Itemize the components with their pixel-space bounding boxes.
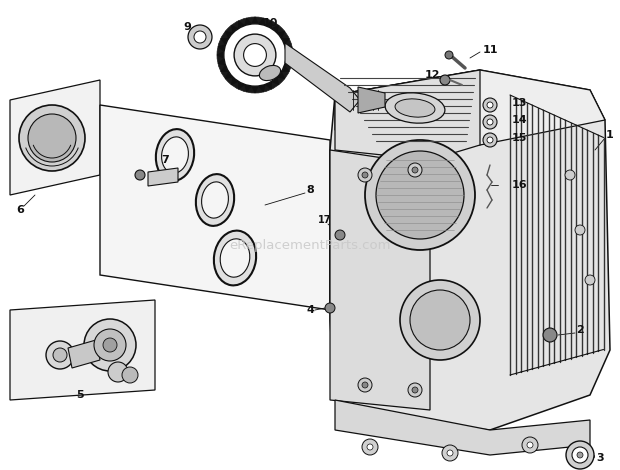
Polygon shape (285, 43, 360, 112)
Circle shape (400, 280, 480, 360)
Text: eReplacementParts.com: eReplacementParts.com (229, 238, 391, 251)
Circle shape (358, 378, 372, 392)
Circle shape (217, 17, 293, 93)
Ellipse shape (162, 137, 188, 173)
Text: 14: 14 (512, 115, 528, 125)
Circle shape (224, 24, 286, 86)
Text: 2: 2 (576, 325, 584, 335)
Circle shape (53, 348, 67, 362)
Text: 6: 6 (16, 205, 24, 215)
Circle shape (188, 25, 212, 49)
Circle shape (376, 151, 464, 239)
Circle shape (358, 168, 372, 182)
Text: 10: 10 (262, 18, 278, 28)
Circle shape (575, 225, 585, 235)
Circle shape (585, 275, 595, 285)
Polygon shape (217, 17, 293, 93)
Text: 7: 7 (161, 155, 169, 165)
Text: 8: 8 (306, 185, 314, 195)
Circle shape (103, 338, 117, 352)
Circle shape (412, 167, 418, 173)
Polygon shape (330, 150, 430, 410)
Polygon shape (100, 105, 330, 310)
Text: 12: 12 (425, 70, 440, 80)
Circle shape (565, 170, 575, 180)
Circle shape (19, 105, 85, 171)
Text: 1: 1 (606, 130, 614, 140)
Text: 9: 9 (183, 22, 191, 32)
Circle shape (408, 163, 422, 177)
Polygon shape (335, 70, 480, 160)
Text: 4: 4 (306, 305, 314, 315)
Circle shape (572, 447, 588, 463)
Circle shape (445, 51, 453, 59)
Circle shape (577, 452, 583, 458)
Polygon shape (335, 70, 605, 145)
Polygon shape (148, 168, 178, 186)
Circle shape (46, 341, 74, 369)
Circle shape (487, 119, 493, 125)
Polygon shape (68, 340, 100, 368)
Polygon shape (10, 80, 100, 195)
Circle shape (325, 303, 335, 313)
Ellipse shape (202, 182, 228, 218)
Circle shape (365, 140, 475, 250)
Circle shape (483, 98, 497, 112)
Circle shape (224, 24, 286, 86)
Text: 3: 3 (596, 453, 604, 463)
Text: 11: 11 (482, 45, 498, 55)
Circle shape (234, 34, 276, 76)
Circle shape (440, 75, 450, 85)
Circle shape (447, 450, 453, 456)
Circle shape (84, 319, 136, 371)
Circle shape (122, 367, 138, 383)
Text: 5: 5 (76, 390, 84, 400)
Circle shape (362, 172, 368, 178)
Circle shape (194, 31, 206, 43)
Circle shape (522, 437, 538, 453)
Ellipse shape (196, 174, 234, 226)
Text: 13: 13 (512, 98, 528, 108)
Text: 17: 17 (318, 215, 332, 225)
Ellipse shape (385, 93, 445, 123)
Ellipse shape (395, 99, 435, 117)
Circle shape (527, 442, 533, 448)
Ellipse shape (220, 239, 250, 277)
Circle shape (94, 329, 126, 361)
Circle shape (410, 290, 470, 350)
Circle shape (483, 115, 497, 129)
Ellipse shape (214, 231, 256, 285)
Circle shape (487, 102, 493, 108)
Text: 16: 16 (512, 180, 528, 190)
Circle shape (135, 170, 145, 180)
Ellipse shape (259, 65, 281, 80)
Ellipse shape (156, 129, 194, 181)
Circle shape (108, 362, 128, 382)
Circle shape (362, 382, 368, 388)
Circle shape (408, 383, 422, 397)
Circle shape (412, 387, 418, 393)
Circle shape (487, 137, 493, 143)
Circle shape (566, 441, 594, 469)
Polygon shape (330, 70, 610, 430)
Text: 15: 15 (512, 133, 528, 143)
Polygon shape (10, 300, 155, 400)
Circle shape (28, 114, 76, 162)
Circle shape (335, 230, 345, 240)
Circle shape (543, 328, 557, 342)
Circle shape (244, 44, 267, 66)
Circle shape (367, 444, 373, 450)
Circle shape (442, 445, 458, 461)
Polygon shape (335, 400, 590, 455)
Circle shape (483, 133, 497, 147)
Circle shape (362, 439, 378, 455)
Polygon shape (358, 87, 385, 113)
